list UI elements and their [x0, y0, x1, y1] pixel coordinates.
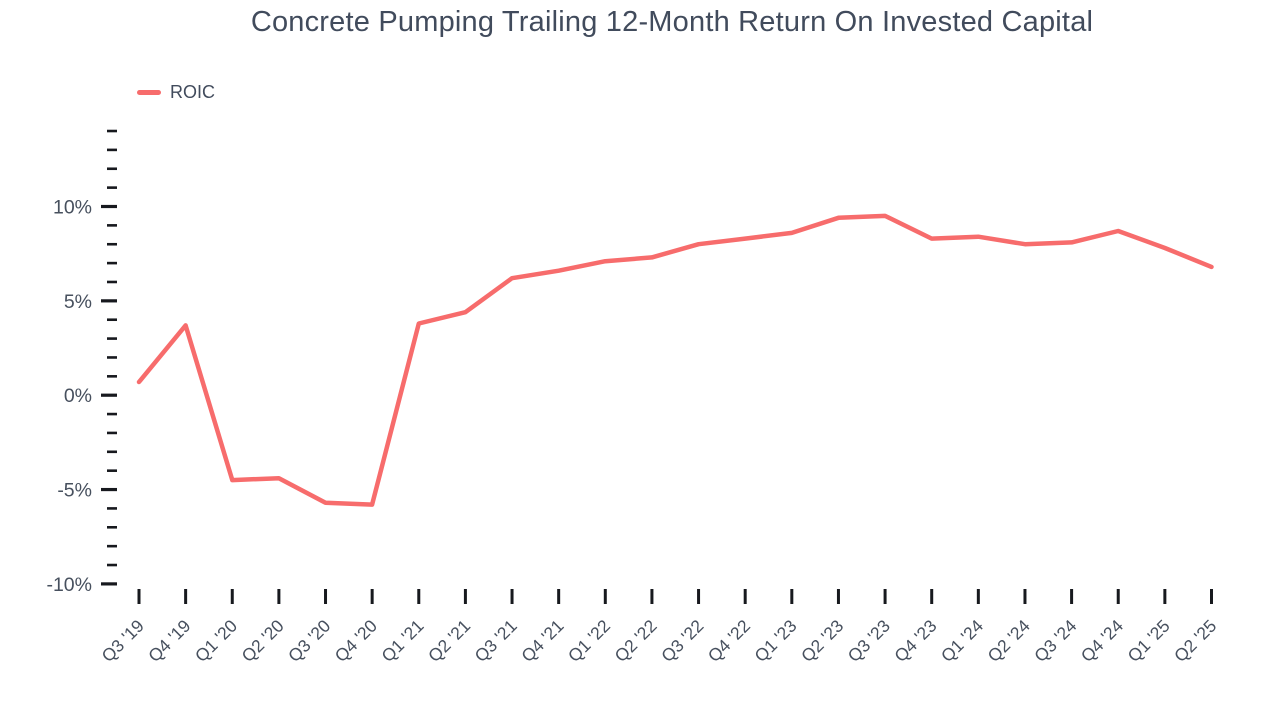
- y-axis-labels: -10% -5% 0% 5% 10%: [46, 197, 92, 596]
- roic-series-line: [136, 213, 1214, 507]
- x-tick-label: Q3 '23: [844, 616, 894, 666]
- x-tick-label: Q1 '25: [1124, 616, 1174, 666]
- y-tick-label: -5%: [57, 480, 92, 502]
- x-tick-label: Q4 '21: [517, 616, 567, 666]
- x-tick-label: Q2 '21: [424, 616, 474, 666]
- x-tick-label: Q3 '24: [1030, 615, 1080, 665]
- x-tick-label: Q2 '23: [797, 616, 847, 666]
- x-tick-label: Q4 '19: [144, 616, 194, 666]
- y-tick-label: 5%: [64, 291, 92, 313]
- x-tick-label: Q1 '24: [937, 615, 987, 665]
- x-tick-label: Q2 '20: [238, 615, 288, 665]
- y-tick-label: 0%: [64, 385, 92, 407]
- x-tick-label: Q2 '22: [611, 616, 661, 666]
- x-tick-label: Q2 '25: [1170, 616, 1220, 666]
- y-tick-label: 10%: [53, 197, 92, 219]
- chart-title: Concrete Pumping Trailing 12-Month Retur…: [250, 6, 1094, 38]
- legend-label: ROIC: [170, 82, 215, 102]
- x-tick-label: Q3 '22: [657, 616, 707, 666]
- x-tick-label: Q1 '22: [564, 616, 614, 666]
- x-tick-label: Q4 '22: [704, 616, 754, 666]
- x-tick-label: Q4 '24: [1077, 615, 1127, 665]
- legend-line-swatch: [137, 90, 161, 95]
- roic-line: [136, 213, 1214, 507]
- x-axis-ticks: [137, 589, 1213, 604]
- x-tick-label: Q1 '23: [750, 616, 800, 666]
- x-tick-label: Q3 '19: [98, 616, 148, 666]
- x-tick-label: Q2 '24: [984, 615, 1034, 665]
- x-tick-label: Q4 '20: [331, 615, 381, 665]
- x-tick-label: Q1 '21: [377, 616, 427, 666]
- y-tick-label: -10%: [46, 574, 92, 596]
- legend: ROIC: [137, 82, 215, 103]
- x-tick-label: Q3 '20: [284, 615, 334, 665]
- x-tick-label: Q1 '20: [191, 615, 241, 665]
- y-axis-ticks: [101, 129, 117, 586]
- x-tick-label: Q4 '23: [890, 616, 940, 666]
- x-tick-label: Q3 '21: [471, 616, 521, 666]
